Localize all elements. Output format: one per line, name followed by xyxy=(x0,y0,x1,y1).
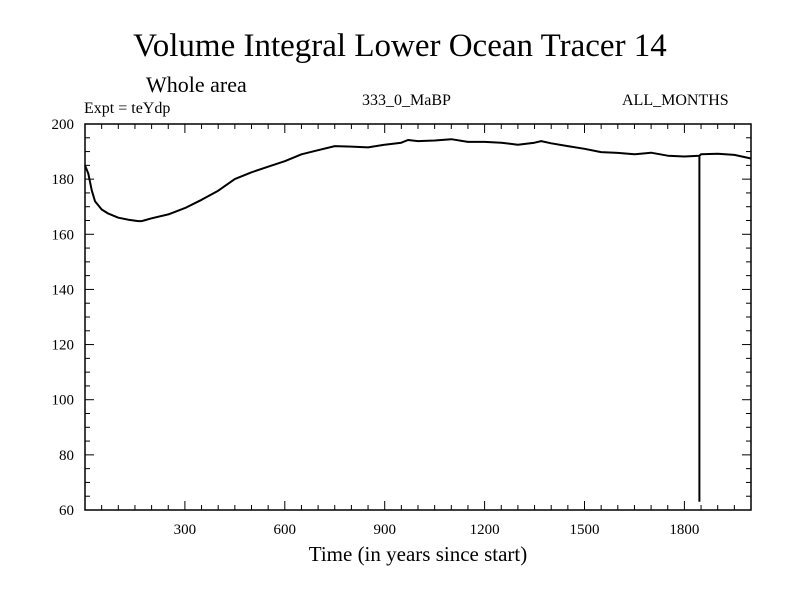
y-tick-label: 200 xyxy=(52,117,75,133)
ticks-layer xyxy=(85,124,751,510)
series-layer xyxy=(84,138,752,502)
y-tick-label: 180 xyxy=(52,172,75,188)
y-tick-label: 60 xyxy=(59,503,74,519)
series-line-tracer xyxy=(84,138,752,223)
x-axis-label: Time (in years since start) xyxy=(308,542,528,566)
chart-title: Volume Integral Lower Ocean Tracer 14 xyxy=(133,28,667,64)
x-tick-label: 1800 xyxy=(669,522,699,538)
experiment-label: Expt = teYdp xyxy=(84,100,171,117)
plot-frame xyxy=(84,123,752,511)
x-tick-label: 600 xyxy=(274,522,297,538)
tick-labels-layer: 300 600 900 1200 1500 1800 60 80 100 120 140 160 180… xyxy=(52,117,700,538)
x-tick-label: 1500 xyxy=(570,522,600,538)
x-tick-label: 1200 xyxy=(470,522,500,538)
y-tick-label: 140 xyxy=(52,282,75,298)
chart-subtitle: Whole area xyxy=(146,72,247,97)
x-tick-label: 300 xyxy=(174,522,197,538)
y-tick-label: 100 xyxy=(52,393,75,409)
y-tick-label: 80 xyxy=(59,448,74,464)
x-tick-label: 900 xyxy=(373,522,396,538)
months-label: ALL_MONTHS xyxy=(622,92,729,109)
y-tick-label: 160 xyxy=(52,227,75,243)
y-tick-label: 120 xyxy=(52,338,75,354)
run-label: 333_0_MaBP xyxy=(362,92,451,109)
